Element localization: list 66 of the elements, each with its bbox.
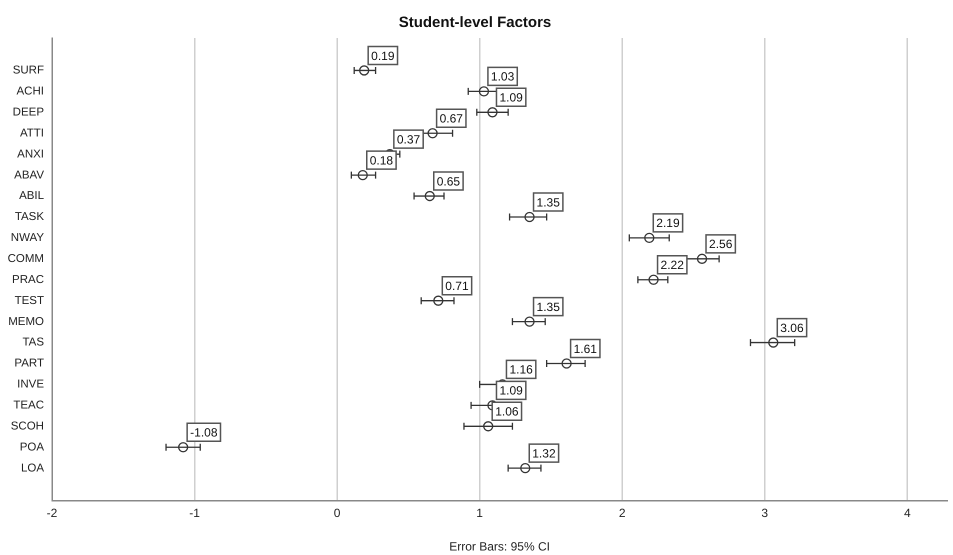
point [478,86,490,97]
point [648,274,659,285]
y-tick-label: COMM [8,253,44,266]
x-tick-label: 2 [618,506,626,520]
data-label: 2.56 [709,237,733,252]
x-tick-label: 3 [761,506,768,520]
x-tick-label: 4 [904,506,911,520]
y-tick-label: PRAC [12,274,44,286]
y-tick-label: SURF [12,64,44,77]
data-label: -1.08 [190,426,218,440]
point [483,421,494,432]
point [433,296,444,306]
y-tick-label: TEST [14,294,44,307]
y-tick-label: TASK [14,211,44,224]
y-tick-label: ANXI [17,148,44,160]
y-tick-label: TAS [22,336,44,349]
data-label: 0.37 [396,132,421,146]
y-tick-label: SCOH [10,420,44,432]
y-tick-label: TEAC [13,400,44,412]
x-tick-label: 1 [476,506,484,520]
data-label: 0.18 [370,153,394,168]
data-label: 1.32 [532,446,556,460]
point [524,212,535,222]
point [358,170,368,180]
data-label: 2.19 [656,216,680,230]
data-label: 1.09 [499,90,524,105]
x-tick-label: -2 [46,506,58,520]
y-tick-label: POA [20,441,44,454]
chart-title: Student-level Factors [398,14,552,32]
data-label: 1.16 [509,362,534,377]
y-tick-label: ACHI [16,86,44,98]
data-label: 1.06 [495,404,519,419]
point [520,463,530,474]
text: Error Bars: 95% CI [449,539,550,554]
data-label: 1.09 [499,384,524,398]
point [359,65,370,76]
point [696,254,708,264]
x-tick-label: -1 [189,506,200,520]
y-tick-label: LOA [20,462,44,474]
point [427,128,438,138]
y-tick-label: PART [14,358,44,370]
data-label: 0.71 [445,279,469,294]
y-tick-label: ABAV [14,169,44,182]
point [178,442,188,452]
point [524,316,535,327]
data-label: 1.35 [536,195,560,210]
data-label: 0.19 [371,48,395,63]
point [424,190,435,202]
data-label: 0.67 [440,112,464,126]
y-tick-label: ABIL [19,190,45,202]
point [644,232,654,244]
point [561,358,572,369]
data-label: 2.22 [660,258,684,272]
y-tick-label: DEEP [12,106,44,118]
y-tick-label: INVE [17,378,44,391]
data-label: 3.06 [780,320,804,335]
data-label: 1.61 [574,342,598,356]
data-label: 0.65 [436,174,460,188]
point [487,107,498,118]
point [768,337,778,348]
y-tick-label: NWAY [10,232,44,244]
y-tick-label: MEMO [8,316,44,328]
data-label: 1.03 [490,70,515,84]
data-label: 1.35 [536,300,560,314]
x-tick-label: 0 [334,506,341,520]
y-tick-label: ATTI [20,127,44,140]
